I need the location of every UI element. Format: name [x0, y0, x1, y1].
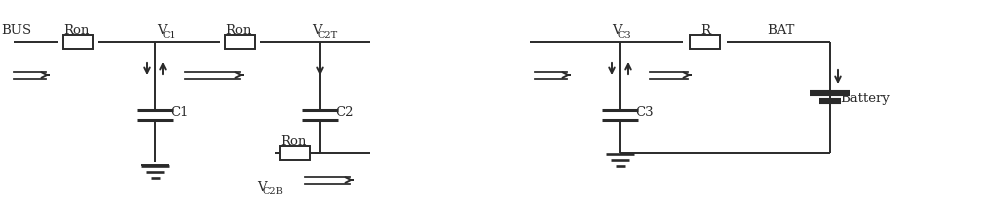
Text: Battery: Battery	[840, 92, 890, 105]
Text: BAT: BAT	[767, 24, 794, 37]
Text: BUS: BUS	[1, 24, 31, 37]
Text: Ron: Ron	[63, 24, 89, 37]
Bar	[280, 146, 310, 160]
Text: C2: C2	[335, 106, 354, 119]
Text: C2T: C2T	[318, 31, 338, 40]
Text: C2B: C2B	[263, 187, 284, 197]
Text: C3: C3	[635, 106, 654, 119]
Text: C1: C1	[170, 106, 188, 119]
Text: Ron: Ron	[280, 135, 306, 148]
Text: C1: C1	[163, 31, 177, 40]
Text: V: V	[157, 24, 167, 37]
Text: V: V	[312, 24, 322, 37]
Text: R: R	[700, 24, 710, 37]
Text: V: V	[612, 24, 622, 37]
Bar	[690, 35, 720, 49]
Text: Ron: Ron	[225, 24, 251, 37]
Text: V: V	[257, 181, 267, 194]
Bar	[63, 35, 93, 49]
Text: C3: C3	[618, 31, 632, 40]
Bar	[225, 35, 255, 49]
